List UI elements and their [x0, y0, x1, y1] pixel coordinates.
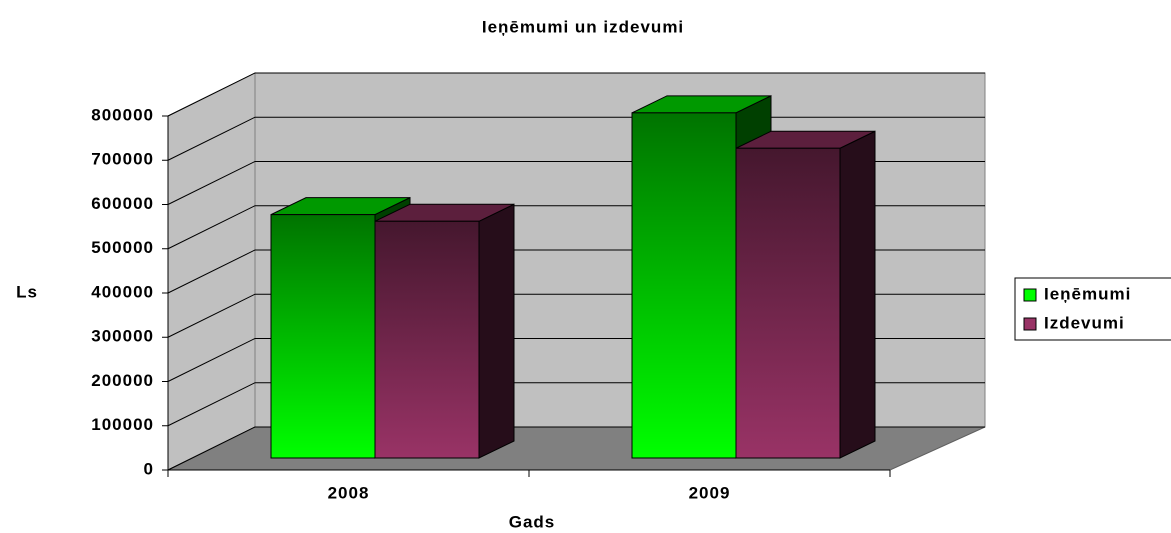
bar [735, 147, 841, 459]
y-tick-label: 100000 [91, 415, 154, 434]
y-tick-label: 600000 [91, 194, 154, 213]
grid-line [167, 72, 985, 117]
bar [270, 214, 376, 459]
chart-title: Ieņēmumi un izdevumi [482, 17, 684, 36]
legend-label: Izdevumi [1044, 313, 1125, 332]
y-tick-label: 300000 [91, 327, 154, 346]
y-tick-label: 400000 [91, 282, 154, 301]
x-tick-label: 2009 [689, 483, 731, 502]
bar [631, 112, 737, 459]
legend-swatch [1023, 317, 1037, 331]
legend-box [1014, 277, 1171, 341]
x-tick-label: 2008 [328, 483, 370, 502]
legend-swatch [1023, 288, 1037, 302]
y-axis-label: Ls [16, 282, 38, 301]
y-tick-label: 200000 [91, 371, 154, 390]
x-axis-label: Gads [509, 512, 556, 531]
y-tick-label: 0 [144, 459, 154, 478]
y-tick-label: 700000 [91, 150, 154, 169]
legend-label: Ieņēmumi [1044, 284, 1131, 303]
y-tick-label: 500000 [91, 238, 154, 257]
bar [374, 220, 480, 459]
y-tick-label: 800000 [91, 105, 154, 124]
bar-side [478, 203, 515, 459]
bar-side [839, 130, 876, 459]
